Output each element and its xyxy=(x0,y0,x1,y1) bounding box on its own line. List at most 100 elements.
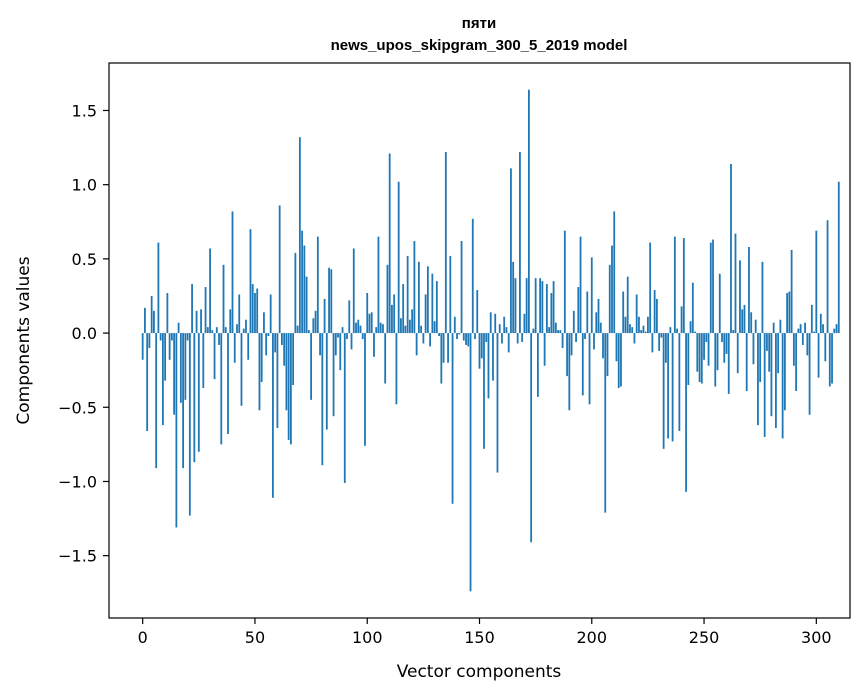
bar xyxy=(575,333,577,342)
bar xyxy=(332,333,335,417)
bar xyxy=(797,328,800,334)
bar xyxy=(599,322,602,334)
x-tick-label: 150 xyxy=(464,628,495,647)
bar xyxy=(689,321,692,334)
bar xyxy=(148,333,151,348)
bar xyxy=(435,281,438,334)
bar xyxy=(748,247,750,334)
bar xyxy=(220,333,223,445)
bar xyxy=(554,322,557,334)
bar xyxy=(397,181,400,334)
bar xyxy=(402,284,405,334)
bar xyxy=(303,245,306,334)
bar xyxy=(161,333,164,426)
bar xyxy=(175,333,178,528)
bar xyxy=(602,333,604,359)
bar xyxy=(267,333,270,337)
bar xyxy=(579,236,582,334)
bar xyxy=(209,248,211,334)
bar xyxy=(826,220,829,334)
bar xyxy=(734,233,737,334)
bar xyxy=(741,309,744,334)
y-tick-label: −1.0 xyxy=(58,472,97,491)
bar xyxy=(694,331,696,334)
bar xyxy=(525,278,528,334)
bar xyxy=(236,324,238,334)
bar xyxy=(426,266,429,334)
bar xyxy=(341,327,344,334)
bar xyxy=(462,333,465,341)
bar xyxy=(487,333,490,399)
bar xyxy=(766,333,768,351)
bar xyxy=(195,310,198,334)
bar xyxy=(370,312,373,334)
bar xyxy=(323,298,326,334)
bar xyxy=(779,319,782,334)
bar xyxy=(449,255,452,334)
bar xyxy=(714,333,717,387)
bar xyxy=(276,333,279,429)
bar xyxy=(799,324,802,334)
bar xyxy=(391,304,393,334)
bar xyxy=(191,284,193,334)
bar xyxy=(739,260,741,334)
bar xyxy=(503,316,506,334)
bar xyxy=(725,333,728,354)
bar xyxy=(723,333,726,363)
bar xyxy=(150,295,153,334)
bar xyxy=(211,330,214,334)
bar xyxy=(718,273,721,334)
bar xyxy=(164,333,167,381)
bar xyxy=(606,333,609,377)
bar xyxy=(617,333,620,388)
bar xyxy=(289,333,292,445)
bar xyxy=(831,333,833,384)
bar xyxy=(213,333,216,380)
bar xyxy=(411,309,414,334)
bar xyxy=(828,333,831,387)
bar xyxy=(456,333,458,340)
bar xyxy=(709,242,712,334)
bar xyxy=(141,333,144,360)
bar xyxy=(483,333,485,449)
bar xyxy=(431,273,434,334)
bar xyxy=(386,264,389,334)
bar xyxy=(348,300,351,334)
bar xyxy=(406,255,409,334)
bar xyxy=(193,333,196,463)
y-tick-label: 1.0 xyxy=(72,176,97,195)
bar xyxy=(595,312,598,334)
bar xyxy=(655,298,658,334)
bar xyxy=(384,333,387,384)
bar xyxy=(242,328,245,334)
bar xyxy=(197,333,200,452)
bar xyxy=(512,261,515,334)
bar xyxy=(247,333,250,360)
bar xyxy=(224,327,227,334)
bar xyxy=(480,333,483,359)
bar xyxy=(707,333,710,366)
bar xyxy=(285,333,288,411)
bar xyxy=(727,333,730,394)
bar xyxy=(269,294,272,334)
bar xyxy=(182,333,184,469)
bar xyxy=(541,281,544,334)
bar xyxy=(514,278,517,334)
bar xyxy=(770,333,773,417)
bar xyxy=(368,313,371,334)
bar xyxy=(451,333,454,504)
bar xyxy=(530,333,533,543)
bar xyxy=(730,163,732,334)
bar xyxy=(698,333,701,383)
bar xyxy=(604,333,607,513)
bar xyxy=(377,236,380,334)
bar xyxy=(314,310,317,334)
bar xyxy=(420,325,423,334)
bar xyxy=(754,319,757,334)
bar xyxy=(334,333,337,356)
bar xyxy=(170,333,173,341)
bar xyxy=(545,284,548,334)
bar xyxy=(496,333,499,473)
bar xyxy=(815,230,818,334)
